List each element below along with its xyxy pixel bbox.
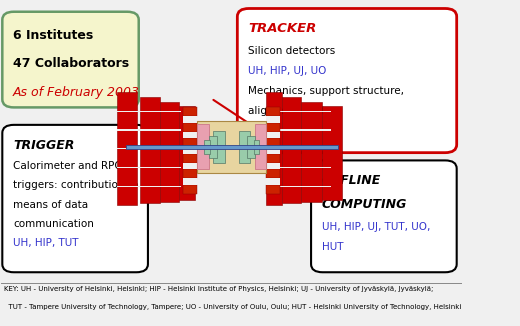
Bar: [184, 116, 197, 123]
Text: As of February 2003: As of February 2003: [13, 86, 140, 99]
Bar: [266, 129, 331, 131]
Text: HUT: HUT: [322, 242, 343, 252]
Bar: [266, 167, 331, 168]
Bar: [184, 163, 197, 169]
Bar: [266, 123, 280, 132]
Bar: [282, 97, 301, 203]
Bar: [301, 102, 322, 202]
Text: TUT - Tampere University of Technology, Tampere; UO - University of Oulu, Oulu; : TUT - Tampere University of Technology, …: [4, 304, 461, 310]
Bar: [184, 138, 197, 147]
Bar: [184, 178, 197, 185]
Text: UH, HIP, UJ, UO: UH, HIP, UJ, UO: [248, 66, 327, 76]
Text: means of data: means of data: [13, 200, 88, 210]
Bar: [266, 163, 280, 169]
Text: OFFLINE: OFFLINE: [322, 174, 381, 187]
Bar: [184, 147, 197, 154]
Text: KEY: UH - University of Helsinki, Helsinki; HIP - Helsinki Institute of Physics,: KEY: UH - University of Helsinki, Helsin…: [4, 286, 433, 292]
Bar: [266, 147, 280, 154]
Bar: [116, 148, 181, 149]
Bar: [184, 169, 197, 178]
Text: 47 Collaborators: 47 Collaborators: [13, 57, 129, 70]
Text: HIP: HIP: [248, 126, 265, 136]
Bar: [179, 106, 195, 200]
Text: triggers: contribution to: triggers: contribution to: [13, 180, 138, 190]
Bar: [116, 129, 181, 131]
Bar: [266, 169, 280, 178]
Text: COMPUTING: COMPUTING: [322, 198, 407, 211]
Bar: [116, 185, 181, 187]
Text: TRACKER: TRACKER: [248, 22, 316, 36]
Text: Calorimeter and RPC: Calorimeter and RPC: [13, 161, 122, 171]
Bar: [266, 178, 280, 185]
Bar: [266, 111, 331, 112]
Bar: [209, 136, 217, 158]
Bar: [160, 102, 179, 202]
Bar: [266, 154, 280, 163]
FancyBboxPatch shape: [2, 12, 139, 107]
Bar: [184, 185, 197, 194]
Bar: [255, 124, 266, 170]
Bar: [204, 140, 210, 154]
Bar: [239, 131, 250, 163]
Bar: [116, 111, 181, 112]
Text: Silicon detectors: Silicon detectors: [248, 46, 335, 56]
Text: alignment system: alignment system: [248, 106, 342, 116]
Bar: [197, 121, 266, 173]
FancyBboxPatch shape: [2, 125, 148, 272]
Bar: [266, 107, 280, 116]
Bar: [140, 97, 160, 203]
Bar: [322, 106, 342, 200]
Text: 6 Institutes: 6 Institutes: [13, 29, 93, 42]
Bar: [184, 107, 197, 116]
Bar: [266, 185, 280, 194]
Bar: [266, 92, 282, 205]
Bar: [184, 132, 197, 138]
Bar: [116, 167, 181, 168]
Bar: [184, 154, 197, 163]
Text: TRIGGER: TRIGGER: [13, 139, 74, 152]
Bar: [246, 136, 255, 158]
Bar: [116, 92, 137, 205]
Bar: [266, 138, 280, 147]
Bar: [266, 185, 331, 187]
Bar: [254, 140, 259, 154]
Text: communication: communication: [13, 219, 94, 229]
Bar: [266, 148, 331, 149]
Bar: [126, 144, 338, 149]
Bar: [184, 123, 197, 132]
FancyBboxPatch shape: [311, 160, 457, 272]
Text: UH, HIP, UJ, TUT, UO,: UH, HIP, UJ, TUT, UO,: [322, 222, 430, 232]
FancyBboxPatch shape: [237, 8, 457, 153]
Text: Mechanics, support structure,: Mechanics, support structure,: [248, 86, 404, 96]
Bar: [266, 132, 280, 138]
Bar: [213, 131, 225, 163]
Bar: [197, 124, 209, 170]
Bar: [266, 116, 280, 123]
Text: UH, HIP, TUT: UH, HIP, TUT: [13, 238, 79, 248]
